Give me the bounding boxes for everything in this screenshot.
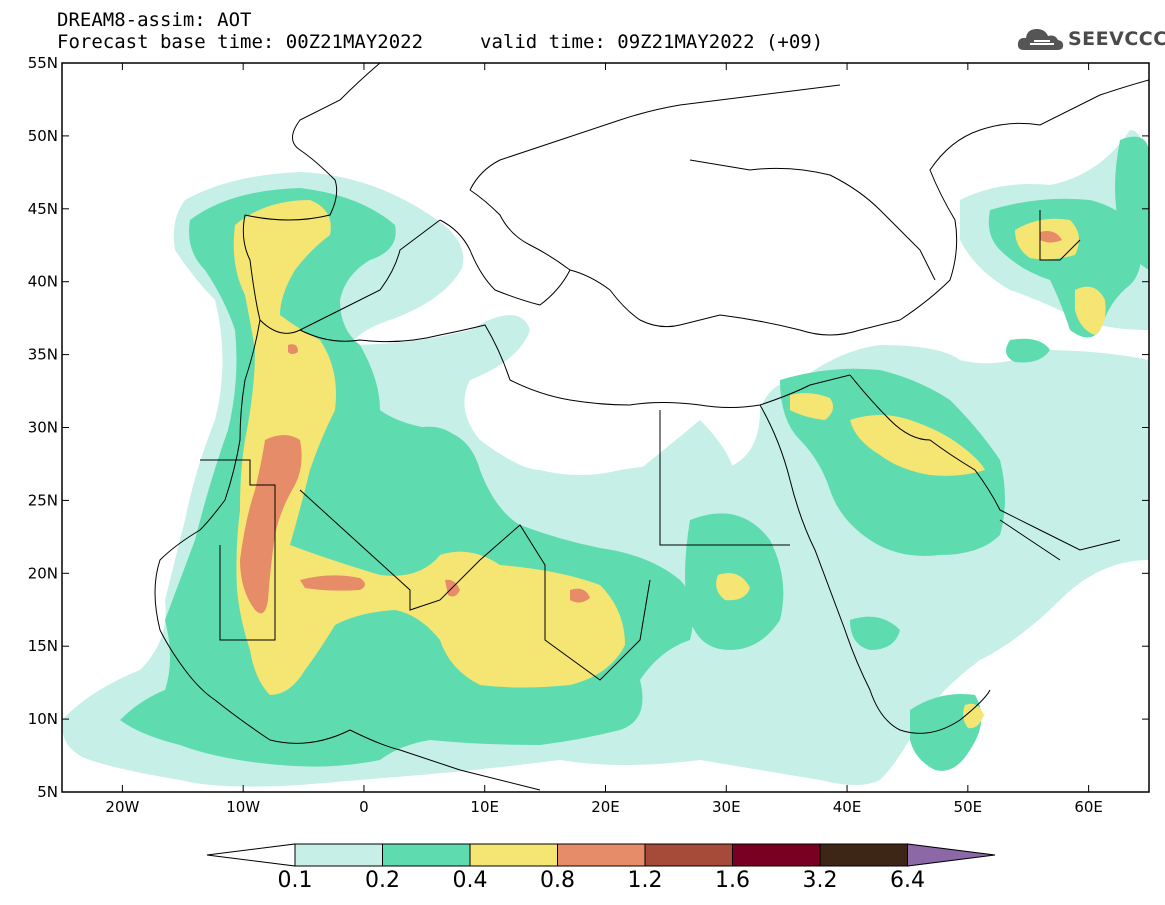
colorbar-swatch [294, 843, 383, 867]
colorbar-swatch [819, 843, 908, 867]
colorbar-swatch [732, 843, 821, 867]
lat-label: 15N [28, 637, 58, 655]
lon-label: 10E [470, 798, 499, 816]
colorbar-tick-label: 1.6 [715, 868, 750, 893]
colorbar-swatch [469, 843, 558, 867]
lon-label: 10W [226, 798, 260, 816]
lon-label: 30E [712, 798, 741, 816]
lat-label: 40N [28, 273, 58, 291]
colorbar-over-arrow [907, 843, 996, 867]
lon-label: 60E [1074, 798, 1103, 816]
latitude-axis: 55N 50N 45N 40N 35N 30N 25N 20N 15N 10N 5N [28, 54, 1149, 801]
lon-label: 0 [359, 798, 369, 816]
lat-label: 10N [28, 710, 58, 728]
seevccc-logo: SEEVCCC [1016, 22, 1165, 56]
lat-label: 45N [28, 200, 58, 218]
lat-label: 55N [28, 54, 58, 72]
colorbar-swatch [382, 843, 471, 867]
forecast-base-time: Forecast base time: 00Z21MAY2022 [57, 31, 424, 53]
lon-label: 20W [105, 798, 139, 816]
colorbar-under-arrow [206, 843, 296, 867]
aot-colorbar [206, 843, 996, 867]
map-title: DREAM8-assim: AOT [57, 9, 252, 31]
aot-contour-layer [62, 63, 1149, 792]
lat-label: 30N [28, 419, 58, 437]
colorbar-tick-label: 0.1 [277, 868, 313, 893]
lat-label: 35N [28, 346, 58, 364]
colorbar-swatch [644, 843, 733, 867]
colorbar-tick-label: 1.2 [627, 868, 663, 893]
aot-band-0.4-0.8 [233, 200, 1106, 729]
lon-label: 50E [954, 798, 983, 816]
lat-label: 5N [37, 783, 58, 801]
longitude-axis: 20W 10W 0 10E 20E 30E 40E 50E 60E [105, 63, 1103, 816]
cloud-icon [1017, 29, 1064, 50]
colorbar-swatch [557, 843, 646, 867]
lat-label: 50N [28, 127, 58, 145]
lon-label: 40E [833, 798, 862, 816]
valid-time: valid time: 09Z21MAY2022 (+09) [480, 31, 824, 53]
colorbar-tick-label: 0.8 [540, 868, 575, 893]
logo-text: SEEVCCC [1068, 28, 1165, 50]
coastlines-and-borders [154, 63, 1149, 791]
lat-label: 20N [28, 564, 58, 582]
lat-label: 25N [28, 491, 58, 509]
colorbar-tick-label: 0.2 [365, 868, 400, 893]
colorbar-tick-label: 6.4 [890, 868, 925, 893]
colorbar-tick-label: 0.4 [452, 868, 488, 893]
lon-label: 20E [591, 798, 620, 816]
colorbar-tick-label: 3.2 [802, 868, 838, 893]
